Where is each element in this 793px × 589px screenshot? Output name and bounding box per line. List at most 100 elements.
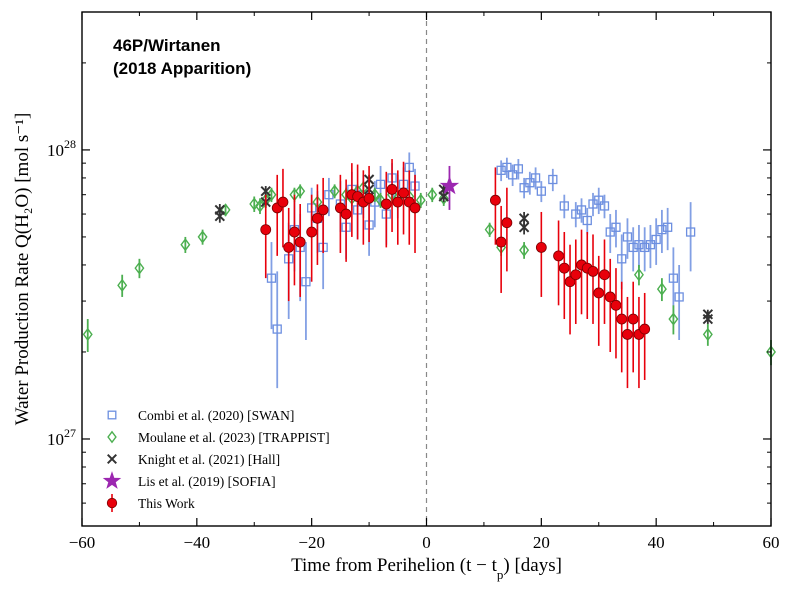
data-point [117, 278, 128, 293]
data-point [548, 174, 558, 185]
data-point [645, 240, 656, 250]
data-point [519, 243, 530, 257]
legend-label: Moulane et al. (2023) [TRAPPIST] [138, 430, 330, 445]
data-point [594, 195, 604, 205]
data-point [295, 184, 306, 198]
data-point [249, 197, 260, 211]
x-tick-label: 20 [533, 533, 550, 552]
data-point [507, 170, 518, 180]
x-axis-label: Time from Perihelion (t − tp) [days] [291, 555, 562, 582]
data-point [651, 234, 661, 245]
data-point [380, 198, 392, 210]
data-point [501, 217, 513, 229]
data-point [605, 227, 615, 237]
data-point [559, 201, 569, 211]
data-point [329, 184, 340, 198]
x-tick-label: 60 [763, 533, 780, 552]
y-axis-label: Water Production Rate Q(H₂O) [mol s⁻¹] [12, 113, 33, 426]
x-tick-label: 40 [648, 533, 665, 552]
data-point [674, 292, 684, 302]
y-tick-label: 1027 [47, 426, 76, 449]
legend-label: This Work [138, 496, 195, 511]
legend-label: Knight et al. (2021) [Hall] [138, 452, 280, 467]
data-point [375, 193, 386, 207]
data-point [277, 196, 289, 208]
data-point [617, 254, 627, 264]
series-2 [214, 174, 714, 325]
data-point [610, 299, 622, 311]
data-point [702, 313, 714, 325]
data-point [363, 192, 375, 204]
data-point [306, 226, 318, 238]
y-tick-label: 1028 [47, 137, 76, 160]
x-tick-label: −40 [184, 533, 211, 552]
data-point [180, 238, 191, 252]
legend-label: Combi et al. (2020) [SWAN] [138, 408, 294, 423]
legend-marker [107, 454, 117, 464]
data-point [489, 194, 501, 206]
series-1 [82, 181, 776, 366]
x-axis-label-main: Time from Perihelion (t − t [291, 555, 498, 576]
data-point [392, 196, 404, 208]
data-point [685, 227, 696, 237]
chart-title-line-2: (2018 Apparition) [113, 59, 251, 78]
data-point [439, 175, 460, 195]
data-point [197, 230, 208, 244]
data-point [415, 193, 426, 207]
data-point [599, 201, 610, 211]
data-point [438, 191, 449, 206]
legend-marker [107, 410, 117, 420]
data-point [582, 215, 592, 226]
data-point [398, 187, 409, 199]
data-point [375, 179, 386, 190]
legend-marker [102, 471, 122, 489]
data-point [558, 262, 570, 274]
data-point [536, 186, 546, 196]
ticks-layer: −60 −40 −20 0 20 40 60 1027 1028 [47, 12, 780, 552]
data-point [668, 312, 679, 326]
data-point [518, 222, 530, 233]
data-point [611, 222, 621, 232]
data-point [272, 324, 282, 334]
series-0 [266, 152, 696, 389]
data-point [289, 226, 300, 238]
x-axis-label-tail: ) [days] [503, 555, 562, 576]
legend-marker [107, 430, 117, 444]
data-point [702, 327, 713, 342]
x-axis-label-subscript: p [497, 567, 504, 582]
legend-marker [106, 497, 118, 509]
data-point [535, 242, 547, 253]
data-point [317, 204, 329, 216]
data-point [82, 327, 93, 342]
data-point [340, 208, 352, 220]
data-point [640, 242, 650, 253]
data-point [633, 268, 644, 282]
data-point [622, 329, 633, 340]
data-point [668, 273, 679, 283]
data-point [301, 277, 311, 287]
data-point [513, 164, 524, 174]
series-4 [260, 159, 651, 389]
data-point [484, 222, 495, 237]
data-point [525, 178, 535, 188]
data-point [409, 202, 421, 214]
data-point [519, 183, 529, 193]
x-tick-label: 0 [422, 533, 431, 552]
data-point [576, 205, 587, 215]
data-point [214, 210, 226, 222]
data-point [587, 265, 599, 277]
data-point [627, 313, 639, 325]
data-point [656, 282, 667, 296]
series-3 [439, 165, 460, 210]
legend-label: Lis et al. (2019) [SOFIA] [138, 474, 276, 489]
data-point [260, 224, 272, 236]
data-point [663, 222, 673, 232]
legend: Combi et al. (2020) [SWAN] Moulane et al.… [102, 408, 330, 512]
data-point [495, 236, 507, 248]
chart-title-line-1: 46P/Wirtanen [113, 36, 221, 55]
data-point [283, 242, 295, 253]
data-point [657, 224, 667, 235]
data-point [518, 213, 530, 224]
data-point [553, 250, 564, 262]
